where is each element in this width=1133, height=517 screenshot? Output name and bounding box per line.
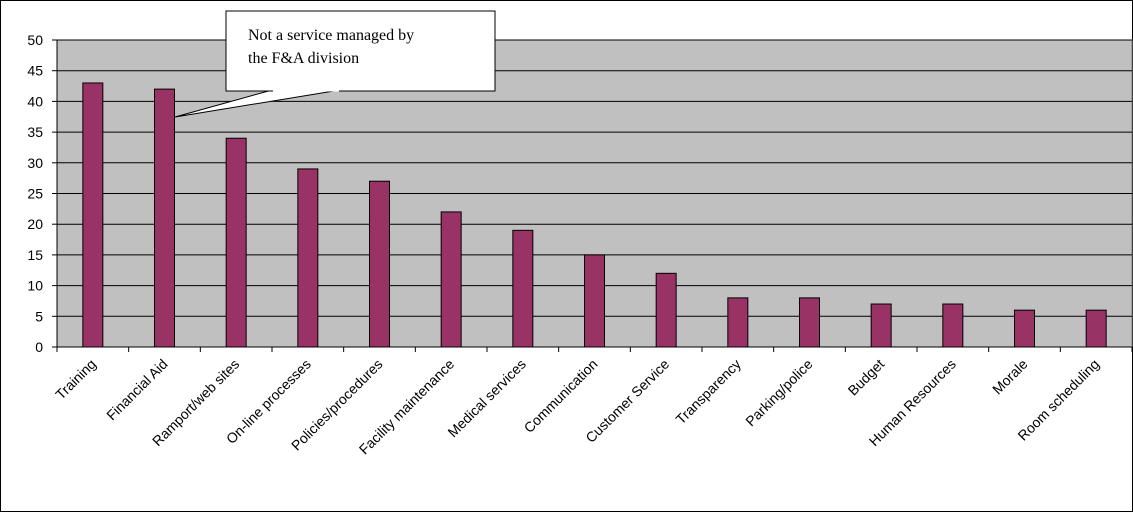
bar (942, 303, 964, 348)
y-axis: 0 5 10 15 20 25 30 35 40 45 50 (27, 32, 58, 355)
y-tick-label: 35 (27, 124, 43, 140)
y-tick-label: 10 (27, 278, 43, 294)
bar (584, 254, 605, 348)
bar (1014, 309, 1035, 348)
bar (727, 297, 749, 348)
y-tick-label: 25 (27, 186, 43, 202)
callout-line-1: Not a service managed by (248, 27, 414, 44)
callout-line-2: the F&A division (248, 50, 359, 67)
bar (1085, 309, 1107, 348)
callout-annotation: Not a service managed by the F&A divisio… (174, 10, 496, 118)
bar (369, 180, 390, 348)
y-tick-label: 0 (35, 339, 43, 355)
y-tick-label: 20 (27, 216, 43, 232)
bar (799, 297, 820, 348)
bar (225, 137, 247, 348)
bar (655, 272, 677, 348)
y-tick-label: 5 (35, 308, 43, 324)
bar (82, 82, 104, 348)
bar (297, 168, 319, 348)
bars (82, 82, 1107, 348)
y-tick-label: 15 (27, 247, 43, 263)
bar (154, 88, 175, 348)
y-tick-label: 40 (27, 93, 43, 109)
bar (870, 303, 892, 348)
y-tick-label: 50 (27, 32, 43, 48)
bar (440, 211, 462, 348)
bar (512, 229, 534, 348)
y-tick-label: 45 (27, 63, 43, 79)
y-tick-label: 30 (27, 155, 43, 171)
callout-box (225, 10, 496, 92)
